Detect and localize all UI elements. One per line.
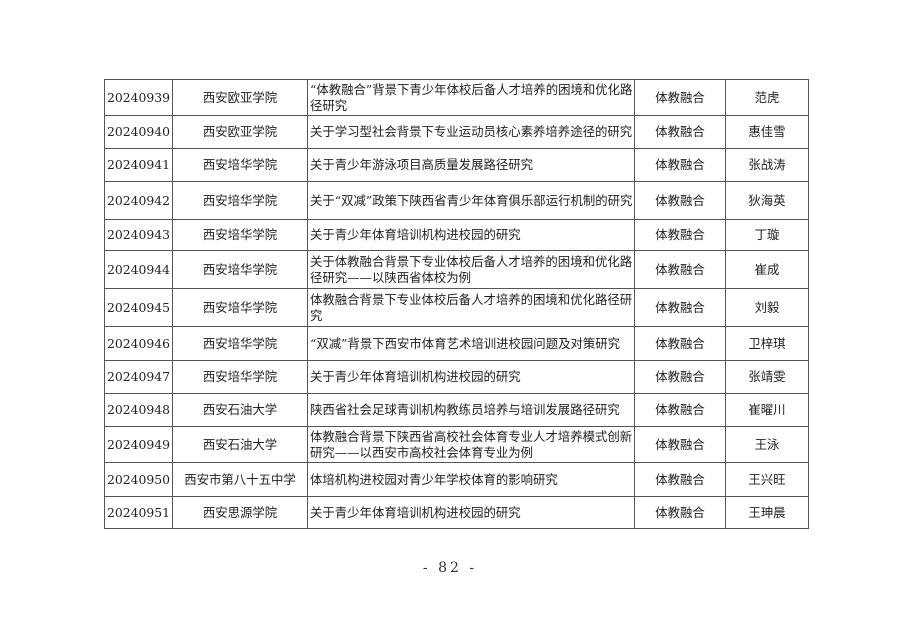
category: 体教融合 xyxy=(634,496,726,529)
table-row: 20240948 西安石油大学 陕西省社会足球青训机构教练员培养与培训发展路径研究体… xyxy=(104,393,809,427)
project-id: 20240950 xyxy=(104,462,173,497)
project-id: 20240946 xyxy=(104,326,173,361)
author-name: 张靖雯 xyxy=(725,360,809,394)
unit-name: 西安欧亚学院 xyxy=(172,79,308,116)
project-title: 关于青少年体育培训机构进校园的研究 xyxy=(307,219,635,251)
table-row: 20240940 西安欧亚学院 关于学习型社会背景下专业运动员核心素养培养途径的研究… xyxy=(104,115,809,149)
project-title: “双减”背景下西安市体育艺术培训进校园问题及对策研究 xyxy=(307,326,635,361)
project-title: 关于青少年游泳项目高质量发展路径研究 xyxy=(307,148,635,182)
unit-name: 西安培华学院 xyxy=(172,181,308,220)
author-name: 崔曜川 xyxy=(725,393,809,427)
table-row: 20240943 西安培华学院 关于青少年体育培训机构进校园的研究 体教融合 丁璇 xyxy=(104,219,809,251)
project-title: 陕西省社会足球青训机构教练员培养与培训发展路径研究 xyxy=(307,393,635,427)
project-id: 20240942 xyxy=(104,181,173,220)
category: 体教融合 xyxy=(634,181,726,220)
author-name: 狄海英 xyxy=(725,181,809,220)
project-title: 体教融合背景下陕西省高校社会体育专业人才培养模式创新研究——以西安市高校社会体育… xyxy=(307,426,635,463)
project-title: 关于体教融合背景下专业体校后备人才培养的困境和优化路径研究——以陕西省体校为例 xyxy=(307,250,635,289)
table-row: 20240950 西安市第八十五中学 体培机构进校园对青少年学校体育的影响研究 体教融… xyxy=(104,462,809,497)
table-row: 20240951 西安思源学院 关于青少年体育培训机构进校园的研究 体教融合 王珅晨 xyxy=(104,496,809,529)
category: 体教融合 xyxy=(634,360,726,394)
project-title: 体教融合背景下专业体校后备人才培养的困境和优化路径研究 xyxy=(307,288,635,327)
unit-name: 西安培华学院 xyxy=(172,326,308,361)
project-id: 20240948 xyxy=(104,393,173,427)
unit-name: 西安石油大学 xyxy=(172,426,308,463)
author-name: 刘毅 xyxy=(725,288,809,327)
table-row: 20240947 西安培华学院 关于青少年体育培训机构进校园的研究 体教融合 张靖雯 xyxy=(104,360,809,394)
table-row: 20240945 西安培华学院 体教融合背景下专业体校后备人才培养的困境和优化路径研… xyxy=(104,288,809,327)
project-id: 20240944 xyxy=(104,250,173,289)
author-name: 范虎 xyxy=(725,79,809,116)
author-name: 王泳 xyxy=(725,426,809,463)
project-title: 关于青少年体育培训机构进校园的研究 xyxy=(307,496,635,529)
project-title: 关于青少年体育培训机构进校园的研究 xyxy=(307,360,635,394)
category: 体教融合 xyxy=(634,148,726,182)
unit-name: 西安培华学院 xyxy=(172,219,308,251)
category: 体教融合 xyxy=(634,219,726,251)
table-row: 20240944 西安培华学院 关于体教融合背景下专业体校后备人才培养的困境和优化路… xyxy=(104,250,809,289)
unit-name: 西安培华学院 xyxy=(172,148,308,182)
project-id: 20240947 xyxy=(104,360,173,394)
unit-name: 西安欧亚学院 xyxy=(172,115,308,149)
category: 体教融合 xyxy=(634,393,726,427)
table-row: 20240941 西安培华学院 关于青少年游泳项目高质量发展路径研究 体教融合 张战涛 xyxy=(104,148,809,182)
unit-name: 西安培华学院 xyxy=(172,288,308,327)
project-title: “体教融合”背景下青少年体校后备人才培养的困境和优化路径研究 xyxy=(307,79,635,116)
author-name: 崔成 xyxy=(725,250,809,289)
project-title: 关于“双减”政策下陕西省青少年体育俱乐部运行机制的研究 xyxy=(307,181,635,220)
unit-name: 西安培华学院 xyxy=(172,360,308,394)
project-id: 20240949 xyxy=(104,426,173,463)
page-number: - 82 - xyxy=(422,560,478,576)
unit-name: 西安培华学院 xyxy=(172,250,308,289)
project-id: 20240943 xyxy=(104,219,173,251)
table-row: 20240939 西安欧亚学院 “体教融合”背景下青少年体校后备人才培养的困境和优化… xyxy=(104,79,809,116)
project-id: 20240945 xyxy=(104,288,173,327)
author-name: 张战涛 xyxy=(725,148,809,182)
project-id: 20240939 xyxy=(104,79,173,116)
category: 体教融合 xyxy=(634,79,726,116)
author-name: 丁璇 xyxy=(725,219,809,251)
author-name: 卫梓琪 xyxy=(725,326,809,361)
unit-name: 西安市第八十五中学 xyxy=(172,462,308,497)
author-name: 王兴旺 xyxy=(725,462,809,497)
category: 体教融合 xyxy=(634,462,726,497)
project-title: 体培机构进校园对青少年学校体育的影响研究 xyxy=(307,462,635,497)
author-name: 王珅晨 xyxy=(725,496,809,529)
project-id: 20240941 xyxy=(104,148,173,182)
project-id: 20240951 xyxy=(104,496,173,529)
project-id: 20240940 xyxy=(104,115,173,149)
project-title: 关于学习型社会背景下专业运动员核心素养培养途径的研究 xyxy=(307,115,635,149)
project-table: 20240939 西安欧亚学院 “体教融合”背景下青少年体校后备人才培养的困境和优化… xyxy=(104,79,809,529)
category: 体教融合 xyxy=(634,426,726,463)
unit-name: 西安石油大学 xyxy=(172,393,308,427)
category: 体教融合 xyxy=(634,250,726,289)
category: 体教融合 xyxy=(634,115,726,149)
category: 体教融合 xyxy=(634,288,726,327)
unit-name: 西安思源学院 xyxy=(172,496,308,529)
table-row: 20240946 西安培华学院 “双减”背景下西安市体育艺术培训进校园问题及对策研究… xyxy=(104,326,809,361)
table-row: 20240949 西安石油大学 体教融合背景下陕西省高校社会体育专业人才培养模式创新… xyxy=(104,426,809,463)
category: 体教融合 xyxy=(634,326,726,361)
table-row: 20240942 西安培华学院 关于“双减”政策下陕西省青少年体育俱乐部运行机制的研… xyxy=(104,181,809,220)
author-name: 惠佳雪 xyxy=(725,115,809,149)
